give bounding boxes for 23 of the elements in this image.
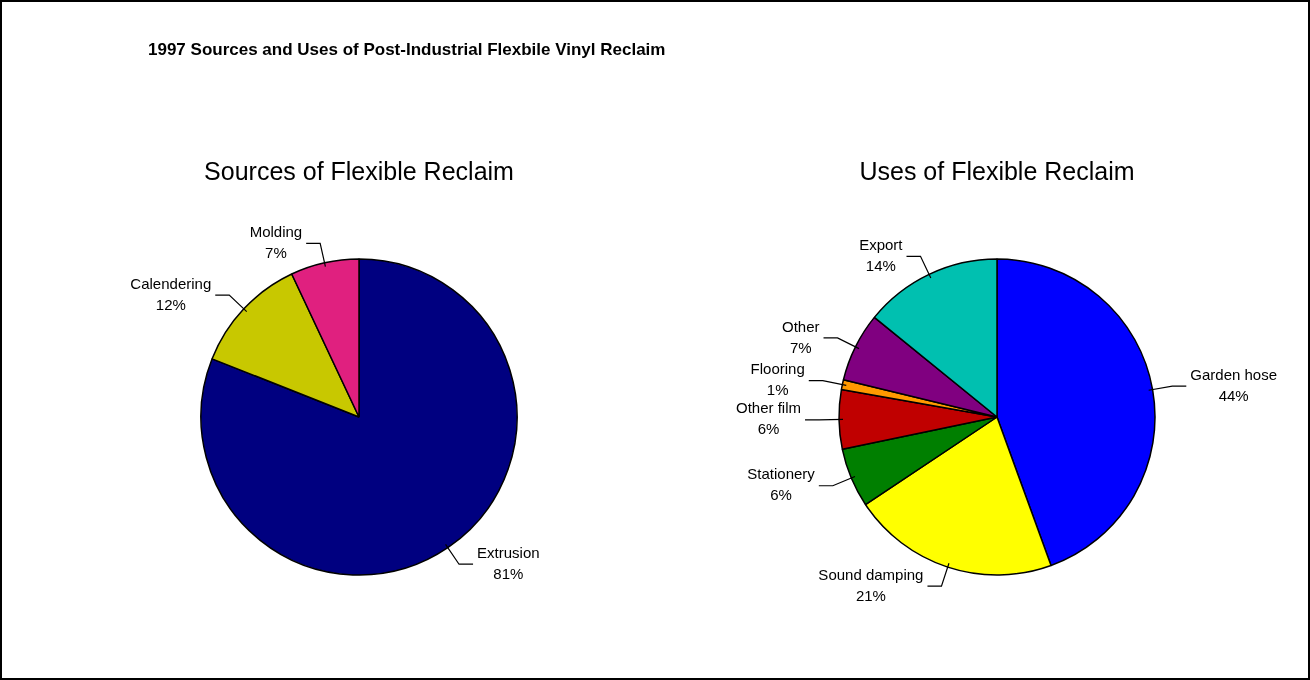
text: 1997 Sources and Uses of Post-Industrial Flexbile Vinyl Reclaim [148, 40, 666, 60]
chart-title: Uses of Flexible Reclaim [858, 157, 1136, 186]
data-label: 1% [766, 381, 789, 399]
slice-label: Other [782, 317, 820, 335]
data-label: 21% [855, 586, 886, 604]
slice-label: Export [859, 235, 904, 253]
slice-label: Calendering [130, 274, 212, 292]
data-label: 14% [865, 256, 896, 274]
chart-title: Sources of Flexible Reclaim [203, 157, 515, 186]
data-label: 6% [757, 420, 780, 438]
slice-label: Stationery [747, 465, 816, 483]
data-label: 12% [155, 295, 186, 313]
data-label: 44% [1218, 386, 1249, 404]
slice-label: Sound damping [818, 565, 924, 583]
data-label: 7% [789, 338, 812, 356]
data-label: 6% [770, 486, 792, 504]
slice-label: Molding [249, 222, 303, 240]
slice-label: Flooring [750, 360, 805, 378]
data-label: 7% [265, 243, 287, 261]
slice-label: Garden hose [1190, 365, 1278, 383]
slice-label: Other film [736, 399, 802, 417]
slice-label: Extrusion [477, 543, 540, 561]
data-label: 81% [493, 564, 524, 582]
